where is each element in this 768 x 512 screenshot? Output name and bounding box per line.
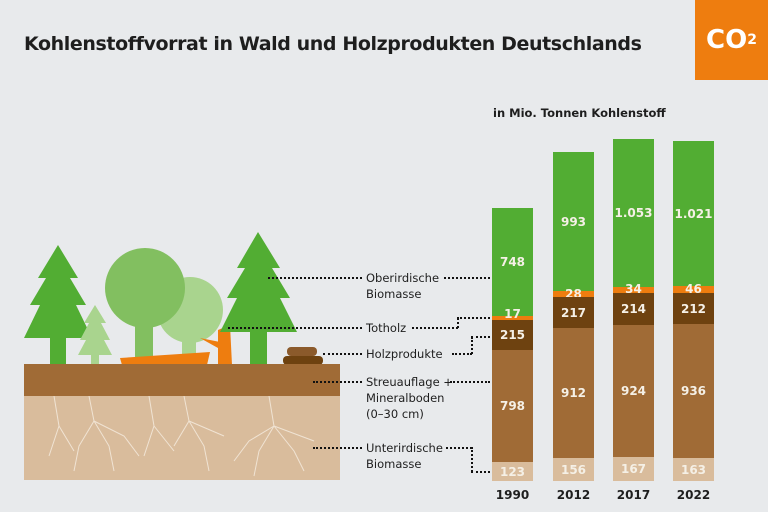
leader-line [471,447,473,472]
seg-oberirdische-biomasse: 1.021 [673,141,714,286]
seg-holzprodukte: 212 [673,293,714,324]
x-tick-2022: 2022 [676,488,711,502]
label-line: Mineralboden [366,391,445,405]
seg-oberirdische-biomasse: 993 [553,152,594,291]
leader-line [313,381,362,383]
seg-boden: 936 [673,324,714,458]
leader-line [412,327,458,329]
label-line: Streuauflage + [366,375,453,389]
label-line: Biomasse [366,457,422,471]
leader-line [313,447,362,449]
small-conifer-icon [78,305,112,365]
chart-title: Kohlenstoffvorrat in Wald und Holzproduk… [24,33,642,55]
seg-totholz [613,287,654,293]
co2-badge-subscript: 2 [747,32,757,48]
soil-layer [24,364,340,396]
label-line: Oberirdische [366,271,440,285]
unit-label: in Mio. Tonnen Kohlenstoff [493,106,666,120]
leader-line [446,447,472,449]
seg-totholz [553,291,594,297]
seg-boden: 924 [613,325,654,457]
seg-boden: 912 [553,328,594,458]
label-holzprodukte: Holzprodukte [366,347,443,361]
leader-line [471,336,490,338]
seg-totholz [673,286,714,293]
seg-unterirdische-biomasse: 163 [673,458,714,481]
x-tick-2017: 2017 [616,488,651,502]
leader-line [228,327,362,329]
label-line: Unterirdische [366,441,443,455]
roots-icon [48,396,315,477]
seg-totholz-value: 34 [625,282,642,296]
subsoil-layer [24,396,340,480]
leader-line [471,337,473,354]
bar-2017: 1.053 34 214 924 167 [613,139,654,481]
seg-boden: 798 [492,350,533,462]
leader-line [457,317,490,319]
leader-line [452,353,472,355]
wood-logs-icon [283,347,323,365]
label-totholz: Totholz [366,321,407,335]
leader-line [457,318,459,328]
co2-badge-text: CO [706,25,748,55]
x-tick-2012: 2012 [556,488,591,502]
co2-badge: CO 2 [695,0,768,80]
label-unterirdische-biomasse: Unterirdische Biomasse [366,440,443,472]
x-tick-1990: 1990 [495,488,530,502]
label-line: (0–30 cm) [366,407,424,421]
conifer-tree-right-icon [220,232,297,365]
deadwood-icon [120,325,232,365]
leader-line [268,277,362,279]
seg-holzprodukte: 214 [613,293,654,325]
leader-line [471,471,490,473]
label-oberirdische-biomasse: Oberirdische Biomasse [366,270,439,302]
seg-unterirdische-biomasse: 156 [553,458,594,481]
seg-unterirdische-biomasse: 167 [613,457,654,481]
deciduous-tree-icon [105,248,185,365]
seg-holzprodukte: 217 [553,297,594,328]
seg-totholz-value: 46 [685,282,702,296]
seg-unterirdische-biomasse: 123 [492,462,533,481]
label-streuauflage: Streuauflage + Mineralboden (0–30 cm) [366,374,453,422]
bar-2012: 993 28 217 912 156 [553,152,594,481]
leader-line [323,353,362,355]
leader-line [444,277,490,279]
seg-oberirdische-biomasse: 748 [492,208,533,316]
bar-2022: 1.021 46 212 936 163 [673,141,714,481]
seg-totholz [492,316,533,320]
conifer-tree-icon [24,245,92,365]
label-line: Biomasse [366,287,422,301]
forest-illustration [24,232,323,365]
seg-holzprodukte: 215 [492,320,533,350]
seg-totholz-value: 17 [504,307,521,321]
seg-oberirdische-biomasse: 1.053 [613,139,654,287]
bar-1990: 748 17 215 798 123 [492,208,533,481]
leader-line [450,381,490,383]
